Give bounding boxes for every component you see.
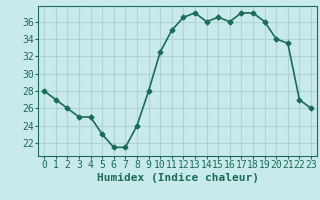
X-axis label: Humidex (Indice chaleur): Humidex (Indice chaleur)	[97, 173, 259, 183]
